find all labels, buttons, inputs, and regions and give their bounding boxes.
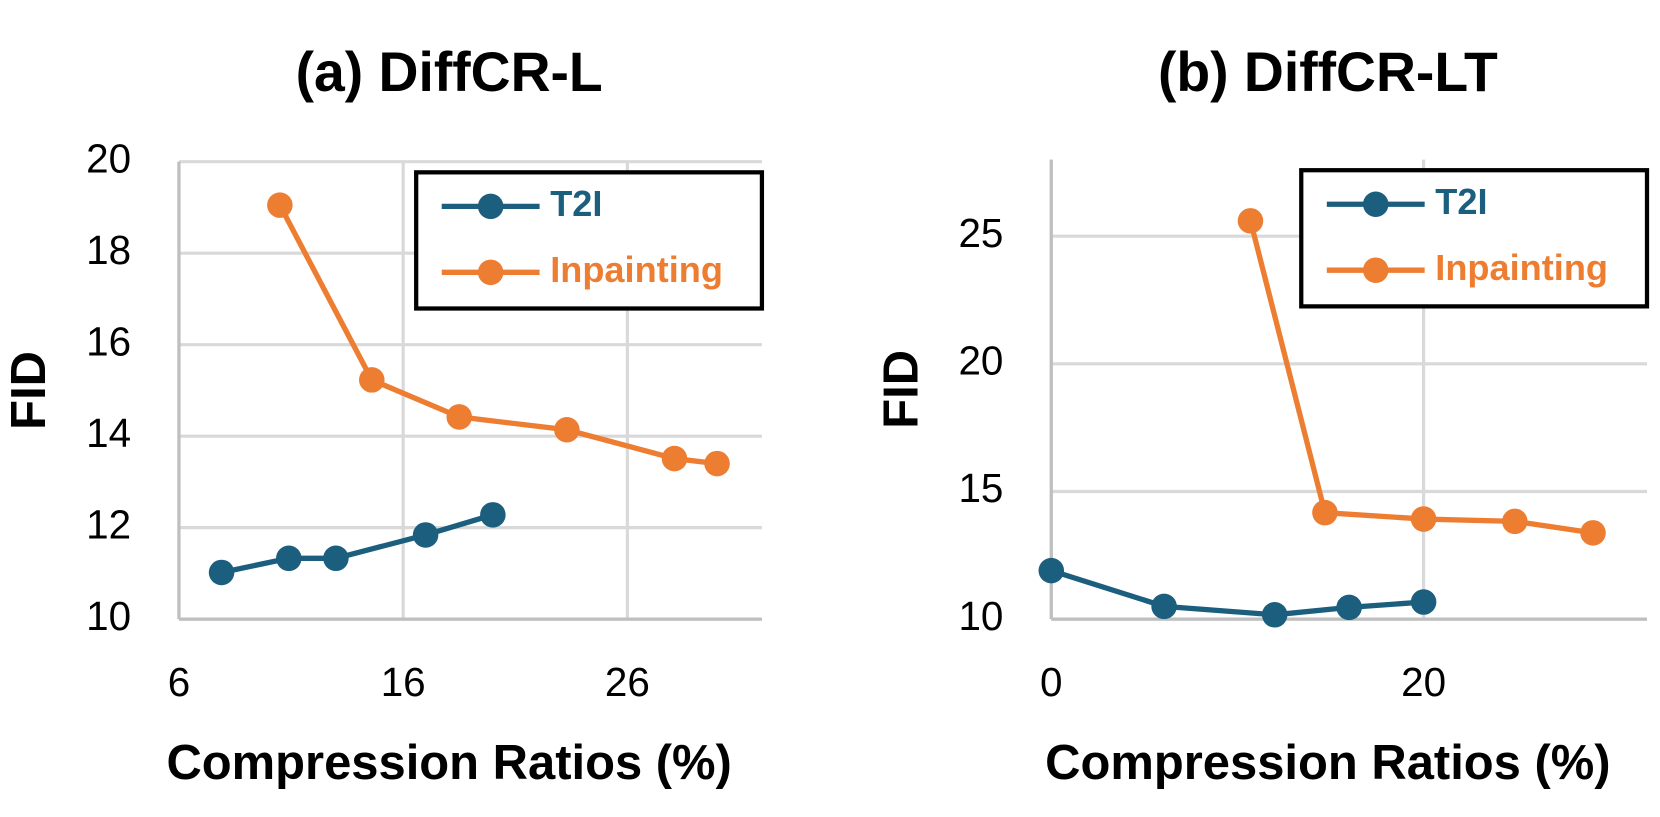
series-line xyxy=(221,512,494,576)
data-point xyxy=(267,192,293,218)
legend-marker xyxy=(477,193,504,220)
y-axis-label: FID xyxy=(874,350,928,429)
data-point xyxy=(1410,589,1437,615)
chart-title: (a) DiffCR-L xyxy=(296,41,603,103)
legend-marker xyxy=(1362,191,1389,218)
data-point xyxy=(480,502,506,528)
data-point xyxy=(412,522,439,548)
x-axis-label: Compression Ratios (%) xyxy=(1045,736,1610,790)
y-tick-label: 10 xyxy=(86,593,131,639)
y-tick-label: 10 xyxy=(958,593,1003,639)
series-line xyxy=(1050,568,1424,618)
data-point xyxy=(359,367,385,393)
legend-label: T2I xyxy=(550,183,602,224)
y-axis-label: FID xyxy=(2,351,56,430)
data-point xyxy=(1410,506,1437,532)
data-point xyxy=(554,416,580,443)
x-tick-label: 6 xyxy=(168,659,190,705)
legend-label: Inpainting xyxy=(1435,247,1608,288)
data-point xyxy=(1261,602,1288,628)
x-tick-label: 16 xyxy=(381,659,426,705)
data-point xyxy=(1502,508,1528,535)
y-tick-label: 15 xyxy=(958,465,1003,511)
data-point xyxy=(1336,594,1362,621)
x-tick-label: 20 xyxy=(1401,659,1446,705)
data-point xyxy=(1237,208,1264,234)
y-tick-label: 20 xyxy=(86,135,131,181)
legend-marker xyxy=(1362,257,1389,283)
legend: T2I Inpainting xyxy=(414,170,765,311)
data-point xyxy=(1312,499,1338,526)
data-point xyxy=(1038,557,1065,584)
data-point xyxy=(1151,593,1177,620)
legend-label: T2I xyxy=(1435,181,1487,222)
legend-box xyxy=(1299,168,1650,309)
data-point xyxy=(446,404,472,430)
x-tick-label: 26 xyxy=(605,659,650,705)
y-tick-label: 18 xyxy=(86,227,131,273)
legend-marker xyxy=(477,259,504,286)
legend-label: Inpainting xyxy=(550,249,723,290)
legend-box xyxy=(414,170,765,311)
y-tick-label: 16 xyxy=(86,318,131,364)
y-tick-label: 12 xyxy=(86,501,131,547)
data-point xyxy=(704,450,730,477)
chart-title: (b) DiffCR-LT xyxy=(1158,41,1498,103)
data-point xyxy=(1580,520,1606,546)
legend: T2I Inpainting xyxy=(1299,168,1650,309)
y-tick-label: 14 xyxy=(86,410,131,456)
data-point xyxy=(661,445,688,472)
x-axis-label: Compression Ratios (%) xyxy=(166,736,731,790)
data-point xyxy=(208,559,235,586)
y-tick-label: 20 xyxy=(958,337,1003,383)
x-tick-label: 0 xyxy=(1040,659,1062,705)
data-point xyxy=(323,545,349,572)
y-tick-label: 25 xyxy=(958,210,1003,256)
data-point xyxy=(276,545,302,572)
